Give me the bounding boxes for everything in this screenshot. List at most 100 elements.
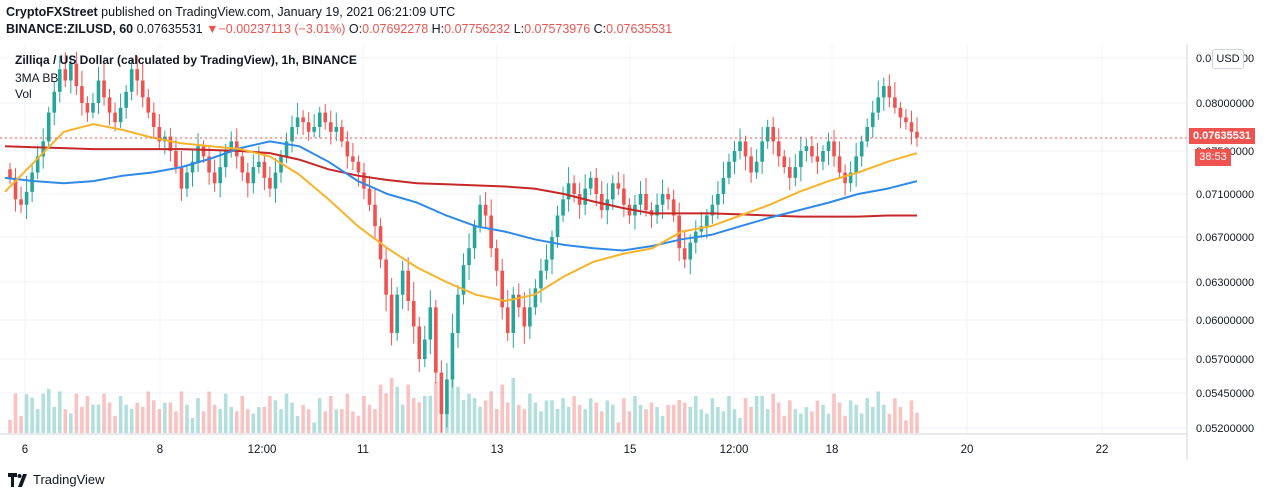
candle-body (915, 131, 919, 138)
currency-button[interactable]: USD (1212, 49, 1244, 69)
volume-bar (406, 384, 410, 433)
candle-body (85, 103, 90, 113)
volume-bar (705, 413, 709, 433)
candle-body (638, 194, 643, 205)
volume-bar (41, 393, 45, 433)
price-tick-label: 0.05700000 (1196, 354, 1254, 366)
volume-bar (494, 409, 499, 433)
volume-bar (113, 415, 117, 433)
candle-body (185, 172, 189, 189)
candle-body (91, 103, 95, 113)
price-tick-label: 0.07100000 (1196, 189, 1254, 201)
candle-body (434, 307, 438, 373)
candle-body (848, 172, 853, 184)
volume-bar (328, 396, 333, 433)
candle-body (207, 156, 211, 173)
candle-body (246, 172, 250, 184)
candle-body (738, 141, 742, 151)
volume-bar (362, 395, 366, 433)
volume-bar (500, 384, 505, 433)
candle-body (644, 194, 648, 211)
price-tick-label: 0.05200000 (1196, 423, 1254, 435)
volume-bar (118, 395, 123, 433)
candle-body (909, 122, 914, 132)
candle-body (96, 80, 101, 103)
price-tick-label: 0.06700000 (1196, 232, 1254, 244)
candle-body (306, 122, 311, 132)
price-change: −0.00237113 (−3.01%) (218, 22, 346, 36)
candle-body (107, 97, 112, 113)
volume-bar (644, 409, 648, 433)
volume-bar (622, 398, 626, 433)
volume-bar (428, 395, 433, 433)
volume-bar (417, 402, 422, 433)
candle-body (727, 161, 731, 178)
candle-body (599, 194, 604, 211)
candle-body (478, 204, 482, 227)
candle-body (870, 112, 875, 127)
volume-bar (588, 398, 593, 433)
close-value: 0.07635531 (606, 22, 673, 36)
candle-body (389, 294, 394, 333)
candle-body (754, 161, 759, 173)
volume-bar (765, 409, 770, 433)
candle-body (57, 69, 62, 92)
volume-bar (35, 409, 40, 433)
volume-bar (63, 409, 68, 433)
candle-body (517, 294, 521, 308)
candle-body (561, 199, 565, 216)
indicator-label[interactable]: 3MA BB (15, 71, 59, 85)
candle-body (583, 188, 587, 205)
volume-bar (207, 391, 211, 433)
volume-bar (893, 398, 897, 433)
candle-body (140, 80, 145, 98)
volume-bar (389, 378, 394, 433)
volume-bar (240, 395, 245, 433)
candle-body (163, 136, 167, 142)
candle-body (467, 248, 471, 266)
volume-bar (876, 391, 881, 433)
volume-bar (234, 411, 239, 433)
volume-bar (771, 393, 776, 433)
volume-bar (710, 398, 715, 433)
volume-bar (848, 400, 853, 433)
publish-line: CryptoFXStreet published on TradingView.… (6, 5, 455, 19)
tradingview-branding[interactable]: TradingView (8, 472, 105, 487)
candle-body (146, 97, 151, 113)
time-tick-label: 20 (961, 444, 974, 456)
candle-body (721, 177, 726, 194)
volume-bar (815, 400, 820, 433)
volume-bar (505, 402, 510, 433)
candle-body (760, 141, 764, 162)
candle-body (893, 97, 897, 108)
volume-bar (517, 404, 521, 433)
candle-body (201, 146, 206, 157)
volume-bar (69, 413, 73, 433)
volume-bar (688, 406, 693, 433)
volume-bar (411, 398, 416, 433)
volume-bar (832, 393, 836, 433)
volume-bar (57, 391, 62, 433)
volume-bar (124, 404, 128, 433)
volume-bar (351, 411, 355, 433)
candle-body (41, 141, 45, 157)
candle-body (771, 127, 776, 142)
volume-bar (721, 411, 726, 433)
volume-bar (787, 400, 792, 433)
volume-bar (583, 409, 587, 433)
candle-body (489, 215, 493, 249)
volume-bar (909, 400, 914, 433)
volume-bar (367, 404, 372, 433)
candle-body (428, 307, 433, 340)
volume-bar (8, 419, 12, 433)
volume-bar (599, 411, 604, 433)
author-name[interactable]: CryptoFXStreet (6, 5, 98, 19)
volume-bar (140, 406, 145, 433)
volume-bar (157, 409, 162, 433)
volume-label[interactable]: Vol (15, 87, 32, 101)
volume-bar (483, 400, 488, 433)
volume-bar (754, 396, 759, 433)
volume-bar (52, 406, 57, 433)
time-tick-label: 13 (491, 444, 504, 456)
